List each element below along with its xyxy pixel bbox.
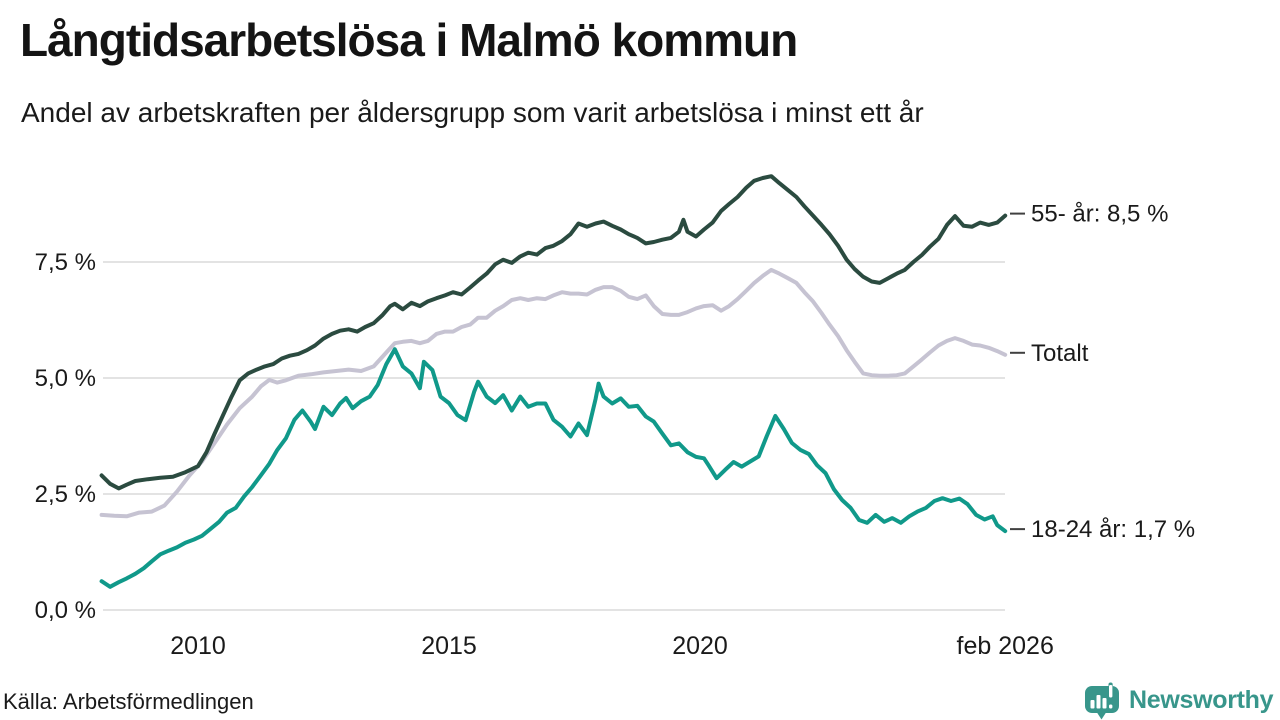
y-tick-label: 2,5 % [35,481,96,508]
gridlines [103,261,1005,611]
series-lines [99,174,1008,589]
chart-subtitle: Andel av arbetskraften per åldersgrupp s… [21,97,924,128]
x-tick-label: feb 2026 [957,632,1054,660]
page-title: Långtidsarbetslösa i Malmö kommun [20,14,798,66]
series-end-label: Totalt [1031,340,1089,367]
x-axis-labels: 2010 2015 2020 feb 2026 [170,632,1054,660]
newsworthy-logo: Newsworthy [1084,681,1274,720]
newsworthy-wordmark: Newsworthy [1129,686,1274,714]
y-tick-label: 7,5 % [35,249,96,276]
series-end-label: 18-24 år: 1,7 % [1031,516,1195,543]
y-tick-label: 5,0 % [35,365,96,392]
y-tick-label: 0,0 % [35,597,96,624]
series-end-label: 55- år: 8,5 % [1031,201,1168,228]
series-line-55-r [99,174,1008,491]
x-tick-label: 2010 [170,632,226,660]
x-tick-label: 2020 [672,632,728,660]
y-axis-labels: 0,0 % 2,5 % 5,0 % 7,5 % [35,249,96,624]
source-note: Källa: Arbetsförmedlingen [3,689,254,714]
newsworthy-bubble-chart-icon [1085,682,1119,720]
series-end-labels: 55- år: 8,5 % Totalt 18-24 år: 1,7 % [1010,201,1195,543]
series-line-totalt [99,267,1008,519]
series-line-18-24-r [99,347,1008,589]
x-tick-label: 2015 [421,632,477,660]
